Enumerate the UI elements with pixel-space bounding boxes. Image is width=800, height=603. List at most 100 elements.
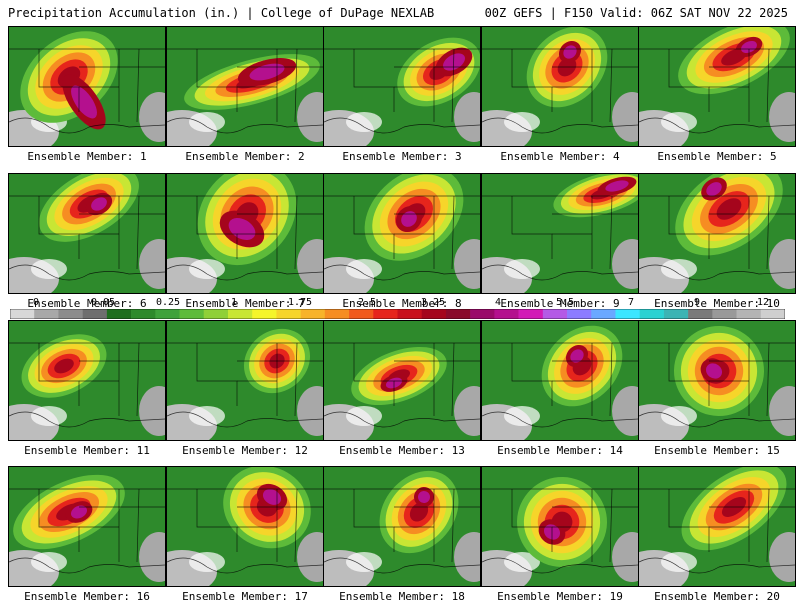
colorbar-segment (300, 309, 326, 319)
member-map-panel (323, 26, 481, 147)
colorbar-tick-label: 12 (756, 297, 770, 308)
precip-map (639, 321, 795, 440)
member-label: Ensemble Member: 18 (339, 590, 465, 603)
colorbar-segment (542, 309, 568, 319)
member-label: Ensemble Member: 10 (654, 297, 780, 310)
colorbar-segment (470, 309, 495, 319)
member-label: Ensemble Member: 11 (24, 444, 150, 457)
member-map-panel (8, 26, 166, 147)
colorbar-segment (736, 309, 762, 319)
colorbar-tick-label: 1 (230, 297, 238, 308)
member-map-panel (638, 466, 796, 587)
member-map-panel (638, 173, 796, 294)
colorbar-segment (324, 309, 350, 319)
colorbar-segment (615, 309, 640, 319)
member-label: Ensemble Member: 8 (342, 297, 462, 310)
member-label: Ensemble Member: 3 (342, 150, 462, 163)
precip-map (9, 27, 165, 146)
member-label: Ensemble Member: 6 (27, 297, 147, 310)
member-label: Ensemble Member: 4 (500, 150, 620, 163)
colorbar-tick-label: 0.05 (90, 297, 116, 308)
member-label: Ensemble Member: 1 (27, 150, 147, 163)
precip-map (9, 467, 165, 586)
member-map-panel (481, 320, 639, 441)
colorbar-segment (760, 309, 785, 319)
member-map-panel (166, 173, 324, 294)
colorbar-segment (445, 309, 471, 319)
member-label: Ensemble Member: 9 (500, 297, 620, 310)
precip-map (167, 467, 323, 586)
member-label: Ensemble Member: 7 (185, 297, 305, 310)
member-map-panel (166, 320, 324, 441)
colorbar-segment (58, 309, 83, 319)
precip-map (324, 321, 480, 440)
colorbar-segment (179, 309, 205, 319)
precip-map (324, 467, 480, 586)
precip-map (482, 27, 638, 146)
member-label: Ensemble Member: 5 (657, 150, 777, 163)
member-label: Ensemble Member: 15 (654, 444, 780, 457)
colorbar-segment (203, 309, 229, 319)
member-map-panel (481, 173, 639, 294)
member-label: Ensemble Member: 16 (24, 590, 150, 603)
precip-map (639, 174, 795, 293)
colorbar-tick-label: 1.75 (287, 297, 313, 308)
member-map-panel (166, 466, 324, 587)
member-map-panel (8, 466, 166, 587)
colorbar-tick-label: 0.25 (155, 297, 181, 308)
colorbar-segment (373, 309, 398, 319)
colorbar-tick-label: 2.5 (357, 297, 377, 308)
member-label: Ensemble Member: 20 (654, 590, 780, 603)
precip-map (167, 321, 323, 440)
colorbar-segment (155, 309, 180, 319)
colorbar-segment (106, 309, 132, 319)
member-map-panel (481, 466, 639, 587)
colorbar-segment (421, 309, 447, 319)
precip-map (324, 174, 480, 293)
member-map-panel (166, 26, 324, 147)
member-label: Ensemble Member: 17 (182, 590, 308, 603)
run-info: 00Z GEFS | F150 Valid: 06Z SAT NOV 22 20… (484, 6, 788, 20)
colorbar-segment (688, 309, 713, 319)
colorbar-segment (34, 309, 59, 319)
colorbar-segment (10, 309, 35, 319)
precip-map (167, 27, 323, 146)
colorbar-segment (82, 309, 108, 319)
precip-map (324, 27, 480, 146)
colorbar-segment (639, 309, 665, 319)
precip-map (167, 174, 323, 293)
member-label: Ensemble Member: 12 (182, 444, 308, 457)
member-label: Ensemble Member: 13 (339, 444, 465, 457)
colorbar-segment (663, 309, 689, 319)
precip-map (9, 321, 165, 440)
member-map-panel (323, 173, 481, 294)
colorbar-segment (518, 309, 544, 319)
colorbar-tick-label: 4 (494, 297, 502, 308)
colorbar (10, 309, 785, 319)
member-map-panel (638, 320, 796, 441)
member-map-panel (8, 173, 166, 294)
member-map-panel (323, 466, 481, 587)
colorbar-tick-label: 9 (693, 297, 701, 308)
precip-map (639, 467, 795, 586)
member-map-panel (481, 26, 639, 147)
colorbar-segment (227, 309, 253, 319)
colorbar-segment (252, 309, 277, 319)
member-label: Ensemble Member: 19 (497, 590, 623, 603)
member-map-panel (323, 320, 481, 441)
colorbar-segment (591, 309, 616, 319)
colorbar-tick-label: 5.5 (555, 297, 575, 308)
precip-map (482, 467, 638, 586)
precip-map (9, 174, 165, 293)
colorbar-segment (397, 309, 423, 319)
colorbar-tick-label: 3.25 (420, 297, 446, 308)
precip-map (482, 174, 638, 293)
colorbar-segment (494, 309, 519, 319)
member-map-panel (8, 320, 166, 441)
member-label: Ensemble Member: 14 (497, 444, 623, 457)
member-map-panel (638, 26, 796, 147)
colorbar-tick-label: 0 (32, 297, 40, 308)
precip-map (639, 27, 795, 146)
colorbar-segment (131, 309, 156, 319)
colorbar-segment (567, 309, 592, 319)
